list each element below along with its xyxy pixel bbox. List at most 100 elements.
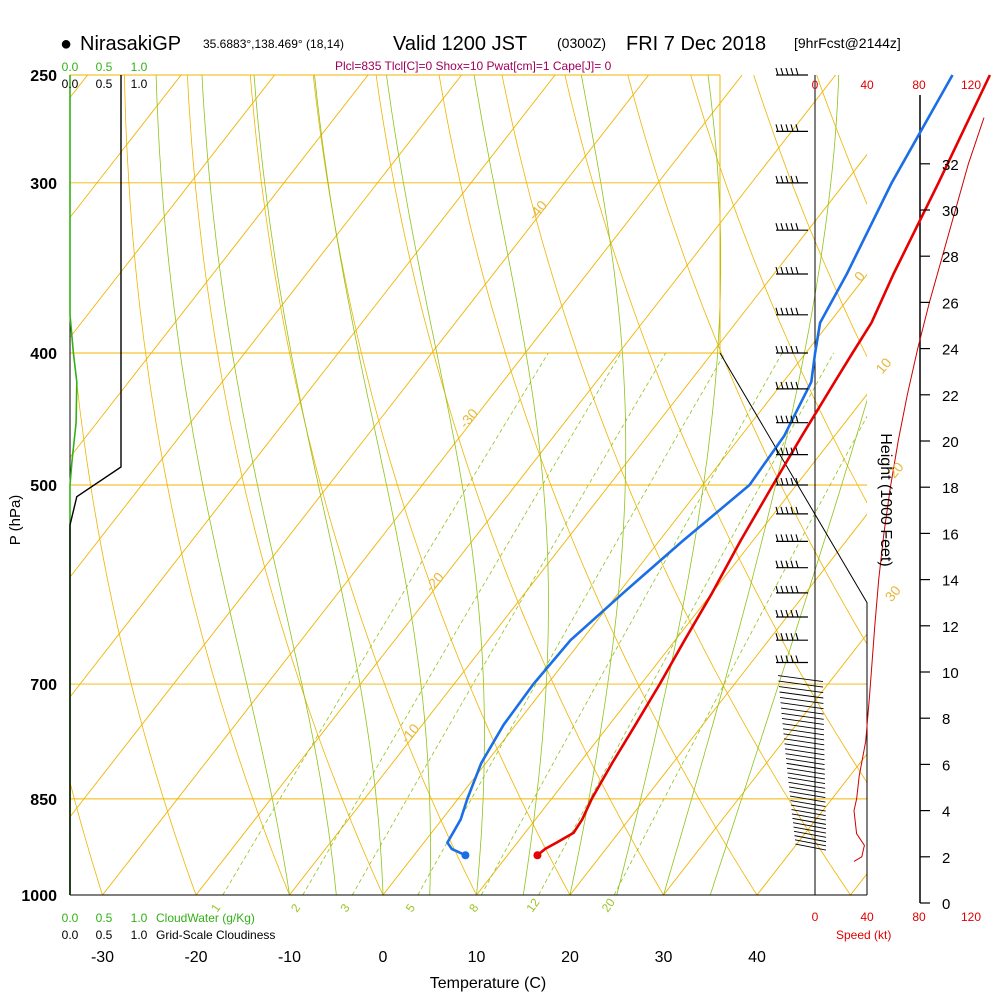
cloudiness-bottom-tick: 0.5 xyxy=(96,928,113,942)
mixing-ratio-label: 12 xyxy=(523,895,542,914)
height-tick-label: 0 xyxy=(942,896,950,913)
cloudiness-top-tick: 0.5 xyxy=(96,77,113,91)
wind-barb-feather xyxy=(786,478,788,485)
wind-barb-feather xyxy=(796,561,798,568)
wind-barb-feather xyxy=(786,176,788,183)
speed-bottom-tick: 40 xyxy=(860,910,874,924)
wind-barb-feather xyxy=(776,586,778,593)
wind-barb-feather xyxy=(791,633,793,640)
cloudwater-axis-label: CloudWater (g/Kg) xyxy=(156,911,255,925)
wind-barb xyxy=(776,633,808,640)
wind-barb-feather xyxy=(786,346,788,353)
wind-barb-feather xyxy=(781,478,783,485)
station-coords: 35.6883°,138.469° (18,14) xyxy=(203,37,344,51)
wind-barb-feather xyxy=(791,68,793,75)
temperature-surface-dot xyxy=(533,851,541,859)
wind-barb-feather xyxy=(796,633,798,640)
mixing-ratio-label: 20 xyxy=(599,895,618,914)
wind-barb-feather xyxy=(781,610,783,617)
mixing-ratio-line xyxy=(352,353,665,895)
cloudiness-axis-label: Grid-Scale Cloudiness xyxy=(156,928,275,942)
height-tick-label: 6 xyxy=(942,757,950,774)
wind-barb-feather xyxy=(781,68,783,75)
cloudwater-bottom-tick: 0.0 xyxy=(62,911,79,925)
wind-barb-feather xyxy=(796,68,798,75)
isotherm-label: 30 xyxy=(882,582,904,604)
pressure-tick-label: 400 xyxy=(30,346,57,363)
wind-barb xyxy=(776,223,808,230)
wind-barb-dense xyxy=(785,749,824,755)
cloudwater-top-tick: 0.5 xyxy=(96,60,113,74)
isotherm-label: -20 xyxy=(422,569,447,595)
background-lines xyxy=(0,75,1000,903)
wind-barb-feather xyxy=(786,308,788,315)
cloudiness-top-tick: 1.0 xyxy=(131,77,148,91)
wind-barb-feather xyxy=(781,124,783,131)
wind-barb-dense xyxy=(782,718,824,724)
speed-top-tick: 80 xyxy=(912,78,926,92)
wind-barb-dense xyxy=(782,713,824,719)
cloudwater-bottom-tick: 0.5 xyxy=(96,911,113,925)
wind-barb-feather xyxy=(781,561,783,568)
temperature-tick-label: 0 xyxy=(379,949,388,966)
wind-barb-feather xyxy=(776,561,778,568)
wind-barb-feather xyxy=(776,124,778,131)
dewpoint-trace xyxy=(447,75,952,855)
cloudwater-top-tick: 0.0 xyxy=(62,60,79,74)
height-tick-label: 18 xyxy=(942,480,959,497)
wind-barb-feather xyxy=(786,382,788,389)
wind-barb-feather xyxy=(791,478,793,485)
valid-date: FRI 7 Dec 2018 xyxy=(626,33,766,55)
speed-top-tick: 0 xyxy=(812,78,819,92)
wind-barb-feather xyxy=(776,416,778,423)
wind-barb xyxy=(776,308,808,315)
temperature-tick-label: -10 xyxy=(278,949,301,966)
wind-barb-feather xyxy=(791,382,793,389)
wind-barb xyxy=(776,656,808,663)
wind-barb-feather xyxy=(791,534,793,541)
wind-barb-dense xyxy=(787,768,825,774)
cloudwater-bottom-tick: 1.0 xyxy=(131,911,148,925)
temperature-tick-label: -20 xyxy=(184,949,207,966)
wind-barb-feather xyxy=(786,68,788,75)
height-tick-label: 30 xyxy=(942,203,959,220)
wind-barb-feather xyxy=(796,586,798,593)
height-tick-label: 16 xyxy=(942,526,959,543)
isotherm-line xyxy=(851,75,1000,895)
wind-barb-feather xyxy=(786,448,788,455)
wind-barb-feather xyxy=(796,507,798,514)
dry-adiabat-line xyxy=(0,75,9,895)
wind-barb-feather xyxy=(781,267,783,274)
wind-barb-feather xyxy=(796,448,798,455)
wind-speed-profile xyxy=(854,118,984,862)
wind-barb-feather xyxy=(786,416,788,423)
isotherm-label: -40 xyxy=(525,197,550,223)
wind-barb-feather xyxy=(796,656,798,663)
wind-barb-dense xyxy=(784,739,824,745)
forecast-label: [9hrFcst@2144z] xyxy=(794,35,901,51)
wind-barb-dense xyxy=(781,708,824,714)
wind-barb-feather xyxy=(791,561,793,568)
speed-bottom-tick: 80 xyxy=(912,910,926,924)
wind-barb-feather xyxy=(786,507,788,514)
height-tick-label: 28 xyxy=(942,249,959,266)
mixing-ratio-line xyxy=(539,353,834,895)
wind-barb-feather xyxy=(781,416,783,423)
wind-barb-feather xyxy=(776,176,778,183)
height-tick-label: 12 xyxy=(942,619,959,636)
wind-barb-feather xyxy=(776,610,778,617)
wind-barb-feather xyxy=(786,586,788,593)
pressure-axis-label: P (hPa) xyxy=(7,495,24,546)
chart-header: ● NirasakiGP 35.6883°,138.469° (18,14) V… xyxy=(60,33,901,55)
wind-barb-dense xyxy=(778,676,823,682)
speed-top-tick: 120 xyxy=(961,78,981,92)
mixing-ratio-line xyxy=(223,353,549,895)
temperature-tick-label: 20 xyxy=(561,949,579,966)
wind-barb-feather xyxy=(791,308,793,315)
wind-barb-feather xyxy=(796,267,798,274)
wind-barb-feather xyxy=(786,633,788,640)
station-bullet: ● xyxy=(60,33,72,55)
temperature-axis-label: Temperature (C) xyxy=(430,975,546,992)
